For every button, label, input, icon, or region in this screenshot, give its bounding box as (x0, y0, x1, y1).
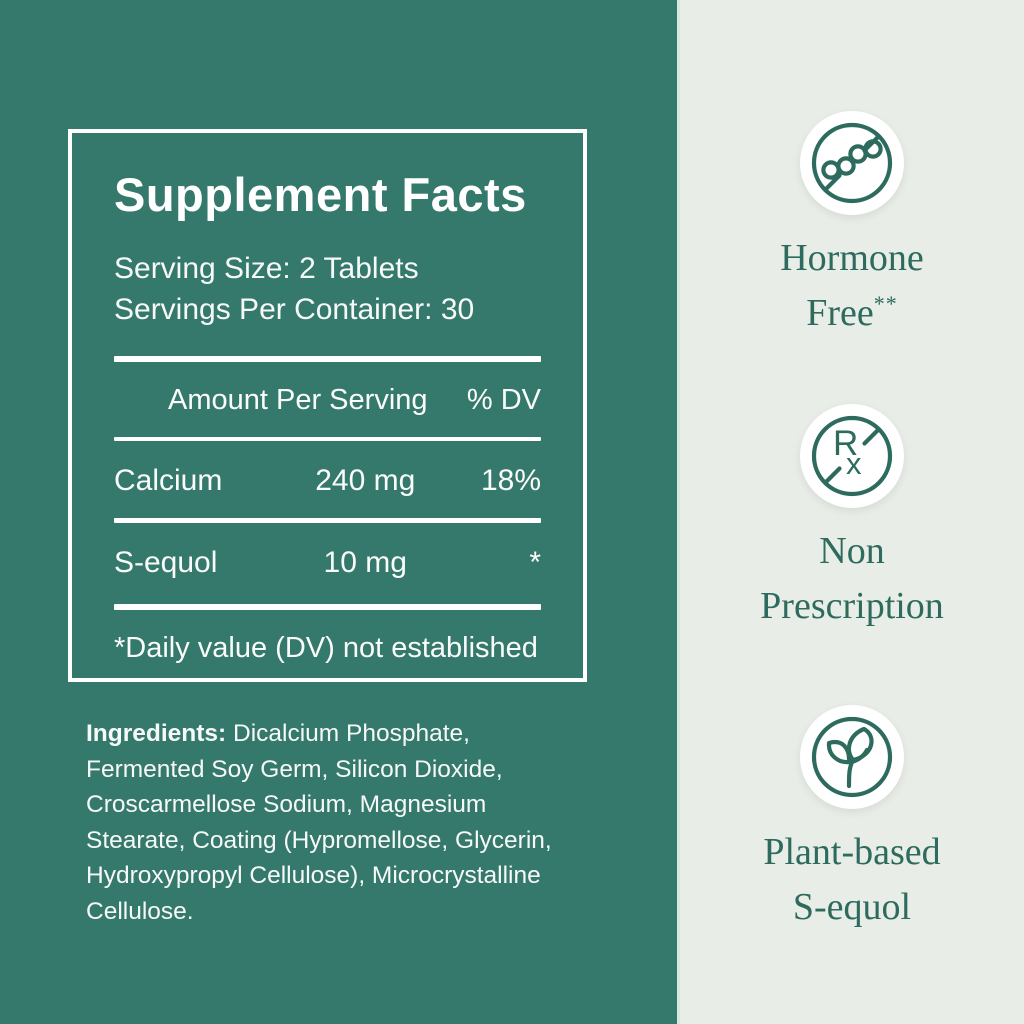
servings-per-container: Servings Per Container: 30 (114, 293, 475, 326)
nutrient-name: S-equol (114, 546, 218, 579)
ingredients-label: Ingredients: (86, 720, 227, 747)
supplement-facts-title: Supplement Facts (114, 168, 527, 221)
nutrient-name: Calcium (114, 464, 223, 497)
facts-table-header: Amount Per Serving % DV (114, 384, 541, 417)
rx-letter-x: x (846, 446, 862, 481)
feature-hormone-free: Hormone Free** (680, 111, 1024, 336)
nutrient-amount: 240 mg (315, 464, 416, 497)
feature-label-line2: S-equol (792, 886, 912, 928)
divider-bottom (114, 604, 541, 610)
hormone-free-icon (800, 111, 904, 215)
feature-label-line1: Plant-based (763, 831, 941, 873)
label-panel: Supplement Facts Serving Size: 2 Tablets… (68, 129, 587, 929)
feature-label-line1: Hormone (780, 237, 924, 279)
table-row-calcium: Calcium 240 mg 18% (114, 464, 541, 498)
table-row-sequol: S-equol 10 mg * (114, 546, 541, 580)
nutrient-amount: 10 mg (323, 546, 407, 579)
supplement-facts-box: Supplement Facts Serving Size: 2 Tablets… (68, 129, 587, 682)
feature-label-line2: Free** (806, 291, 898, 334)
rx-letter-r: R (833, 424, 858, 463)
feature-non-prescription: R x Non Prescription (680, 404, 1024, 629)
nutrient-dv: 18% (480, 464, 541, 497)
serving-info: Serving Size: 2 Tablets Servings Per Con… (114, 248, 541, 330)
header-percent-dv: % DV (466, 384, 541, 416)
ingredients-text: Dicalcium Phosphate, Fermented Soy Germ,… (86, 720, 552, 925)
nutrient-dv: * (529, 546, 541, 579)
ingredients-paragraph: Ingredients: Dicalcium Phosphate, Fermen… (86, 716, 586, 929)
non-prescription-icon: R x (800, 404, 904, 508)
feature-plant-based: Plant-based S-equol (680, 705, 1024, 930)
serving-size: Serving Size: 2 Tablets (114, 252, 419, 285)
feature-label: Hormone Free** (780, 236, 924, 336)
footnote-marker: ** (873, 291, 898, 316)
feature-label: Plant-based S-equol (763, 830, 940, 930)
feature-label-line1: Non (819, 530, 885, 572)
header-amount-per-serving: Amount Per Serving (168, 384, 428, 416)
divider-thick (114, 356, 541, 362)
dv-footnote: *Daily value (DV) not established (114, 632, 538, 664)
benefits-sidebar: Hormone Free** R x Non Prescription (677, 0, 1024, 1024)
divider-thin (114, 437, 541, 441)
plant-based-icon (800, 705, 904, 809)
divider-mid (114, 518, 541, 523)
feature-label: Non Prescription (760, 529, 944, 629)
feature-label-line2: Prescription (760, 585, 944, 627)
